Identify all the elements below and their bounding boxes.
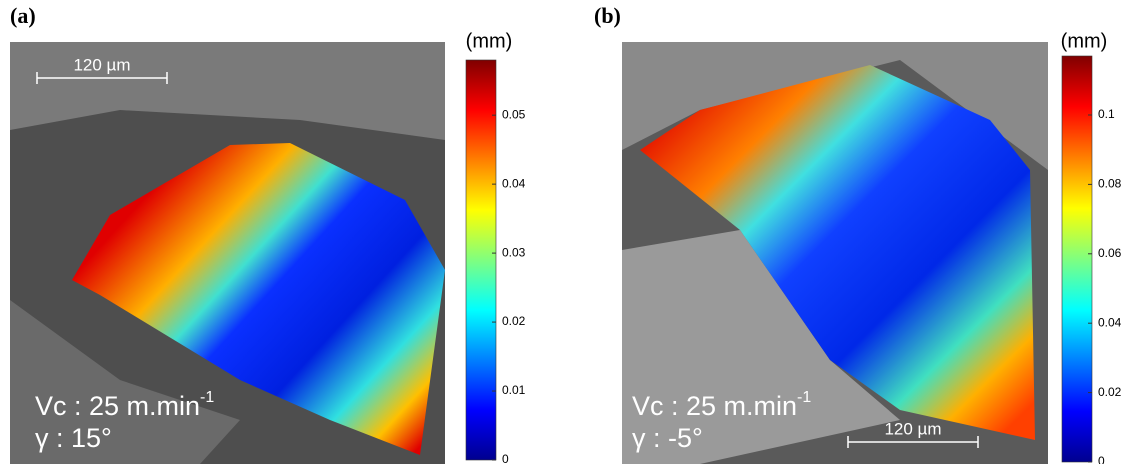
colorbar-unit: (mm)	[466, 30, 513, 52]
colorbar-tick-label: 0.05	[502, 107, 526, 121]
colorbar-tick-label: 0.1	[1098, 107, 1115, 121]
colorbar-tick-label: 0.04	[1098, 315, 1122, 329]
panel-label: (b)	[594, 3, 621, 28]
speed-annotation: Vc : 25 m.min-1	[35, 389, 214, 421]
panel-label: (a)	[10, 3, 36, 28]
angle-annotation: γ : 15°	[35, 423, 112, 453]
speed-exponent: -1	[200, 389, 214, 406]
image-a	[10, 42, 445, 464]
speed-text: Vc : 25 m.min	[632, 391, 797, 421]
colorbar-tick-label: 0.04	[502, 176, 526, 190]
scale-bar-label: 120 µm	[884, 419, 941, 438]
colorbar	[465, 59, 497, 461]
scale-bar-label: 120 µm	[73, 55, 130, 74]
colorbar-tick-label: 0.02	[1098, 385, 1122, 399]
colorbar-tick-label: 0.02	[502, 314, 526, 328]
colorbar-tick-label: 0.08	[1098, 177, 1122, 191]
colorbar-tick-label: 0	[1098, 454, 1105, 464]
image-b	[622, 42, 1048, 464]
angle-annotation: γ : -5°	[632, 423, 703, 453]
speed-annotation: Vc : 25 m.min-1	[632, 389, 811, 421]
colorbar-tick-label: 0.03	[502, 245, 526, 259]
speed-text: Vc : 25 m.min	[35, 391, 200, 421]
colorbar	[1061, 55, 1093, 463]
colorbar-tick-label: 0	[502, 452, 509, 464]
colorbar-tick-label: 0.01	[502, 383, 526, 397]
speed-exponent: -1	[797, 389, 811, 406]
colorbar-unit: (mm)	[1061, 30, 1108, 52]
colorbar-tick-label: 0.06	[1098, 246, 1122, 260]
